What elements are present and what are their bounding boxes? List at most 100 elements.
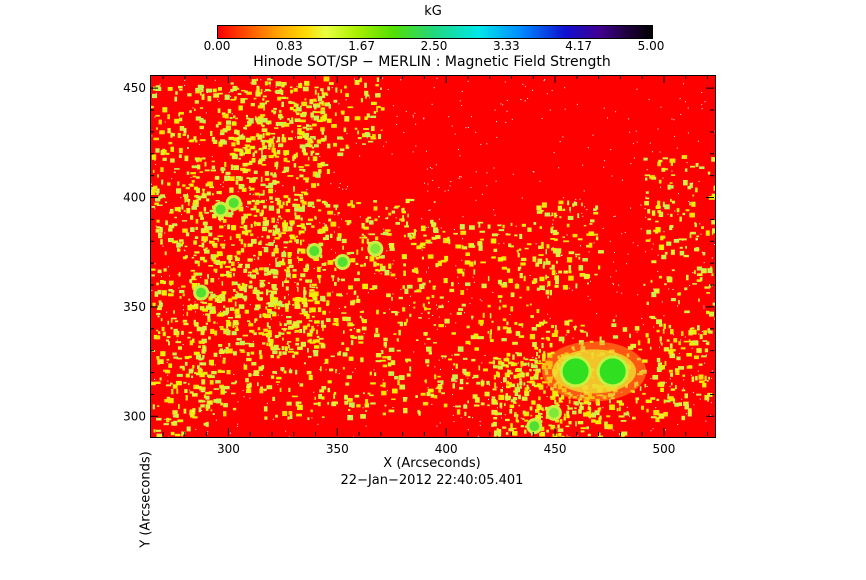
network-field-patch: [267, 140, 273, 143]
network-field-patch: [259, 267, 264, 270]
network-field-patch: [568, 270, 571, 273]
network-field-patch: [220, 244, 225, 247]
network-field-patch: [341, 279, 345, 282]
noise-speckle: [647, 386, 648, 387]
network-field-patch: [661, 255, 666, 259]
noise-speckle: [688, 201, 689, 202]
network-field-patch: [159, 227, 163, 232]
network-field-patch: [260, 355, 263, 360]
network-field-patch: [391, 360, 395, 365]
network-field-patch: [684, 341, 690, 343]
noise-speckle: [388, 89, 389, 90]
network-field-patch: [681, 347, 686, 349]
noise-speckle: [432, 104, 433, 105]
network-field-patch: [170, 327, 172, 329]
noise-speckle: [347, 186, 348, 187]
network-field-patch: [449, 289, 454, 292]
network-field-patch: [296, 152, 298, 157]
network-field-patch: [598, 417, 600, 422]
network-field-patch: [281, 262, 286, 265]
network-field-patch: [365, 256, 368, 259]
network-field-patch: [281, 304, 285, 307]
network-field-patch: [214, 255, 219, 258]
noise-speckle: [692, 183, 693, 184]
noise-speckle: [256, 268, 257, 269]
network-field-patch: [168, 142, 172, 144]
network-field-patch: [194, 322, 199, 327]
noise-speckle: [453, 415, 454, 416]
noise-speckle: [655, 407, 656, 408]
network-field-patch: [317, 267, 321, 272]
network-field-patch: [671, 250, 675, 255]
network-field-patch: [568, 216, 574, 220]
network-field-patch: [163, 150, 167, 154]
network-field-patch: [235, 309, 240, 314]
noise-speckle: [696, 240, 697, 241]
network-field-patch: [245, 145, 250, 147]
network-field-patch: [297, 347, 303, 350]
network-field-patch: [214, 269, 218, 272]
network-field-patch: [469, 262, 473, 267]
network-field-patch: [440, 296, 444, 298]
network-field-patch: [332, 401, 338, 404]
noise-speckle: [650, 238, 651, 239]
noise-speckle: [472, 319, 473, 320]
noise-speckle: [355, 368, 356, 369]
network-field-patch: [276, 81, 282, 86]
network-field-patch: [587, 283, 589, 285]
network-field-patch: [213, 93, 219, 97]
network-field-patch: [171, 319, 173, 323]
network-field-patch: [215, 380, 221, 383]
network-field-patch: [696, 394, 701, 396]
network-field-patch: [531, 415, 533, 417]
network-field-patch: [692, 377, 695, 382]
noise-speckle: [502, 104, 503, 105]
network-field-patch: [467, 401, 469, 404]
colorbar-tick-label: 3.33: [481, 39, 531, 53]
noise-speckle: [613, 216, 614, 217]
plot-area: [150, 75, 716, 438]
network-field-patch: [422, 257, 424, 260]
network-field-patch: [426, 347, 432, 352]
network-field-patch: [167, 182, 170, 185]
noise-speckle: [426, 272, 427, 273]
network-field-patch: [412, 236, 416, 238]
network-field-patch: [182, 368, 185, 371]
network-field-patch: [248, 258, 253, 261]
network-field-patch: [659, 324, 663, 327]
network-field-patch: [356, 202, 361, 204]
network-field-patch: [684, 311, 690, 314]
noise-speckle: [378, 265, 379, 266]
network-field-patch: [177, 248, 179, 252]
noise-speckle: [688, 108, 689, 109]
network-field-patch: [555, 285, 559, 288]
network-field-patch: [696, 348, 701, 353]
noise-speckle: [428, 267, 429, 268]
network-field-patch: [319, 229, 322, 232]
noise-speckle: [163, 246, 164, 247]
network-field-patch: [153, 170, 155, 173]
noise-speckle: [636, 131, 637, 132]
noise-speckle: [414, 113, 415, 114]
network-field-patch: [374, 219, 377, 222]
network-field-patch: [567, 201, 569, 206]
network-field-patch: [203, 229, 208, 231]
noise-speckle: [544, 80, 545, 81]
network-field-patch: [225, 308, 229, 313]
network-field-patch: [273, 276, 278, 279]
network-field-patch: [383, 382, 386, 387]
network-field-patch: [593, 234, 598, 236]
network-field-patch: [175, 320, 178, 322]
network-field-patch: [249, 281, 252, 284]
network-field-patch: [206, 409, 209, 411]
network-field-patch: [712, 194, 715, 199]
network-field-patch: [411, 243, 417, 245]
network-field-patch: [286, 286, 289, 290]
network-field-patch: [297, 405, 303, 410]
network-field-patch: [324, 77, 330, 82]
network-field-patch: [346, 147, 350, 149]
network-field-patch: [444, 278, 448, 283]
network-field-patch: [337, 278, 339, 282]
noise-speckle: [641, 228, 642, 229]
network-field-patch: [157, 174, 159, 177]
